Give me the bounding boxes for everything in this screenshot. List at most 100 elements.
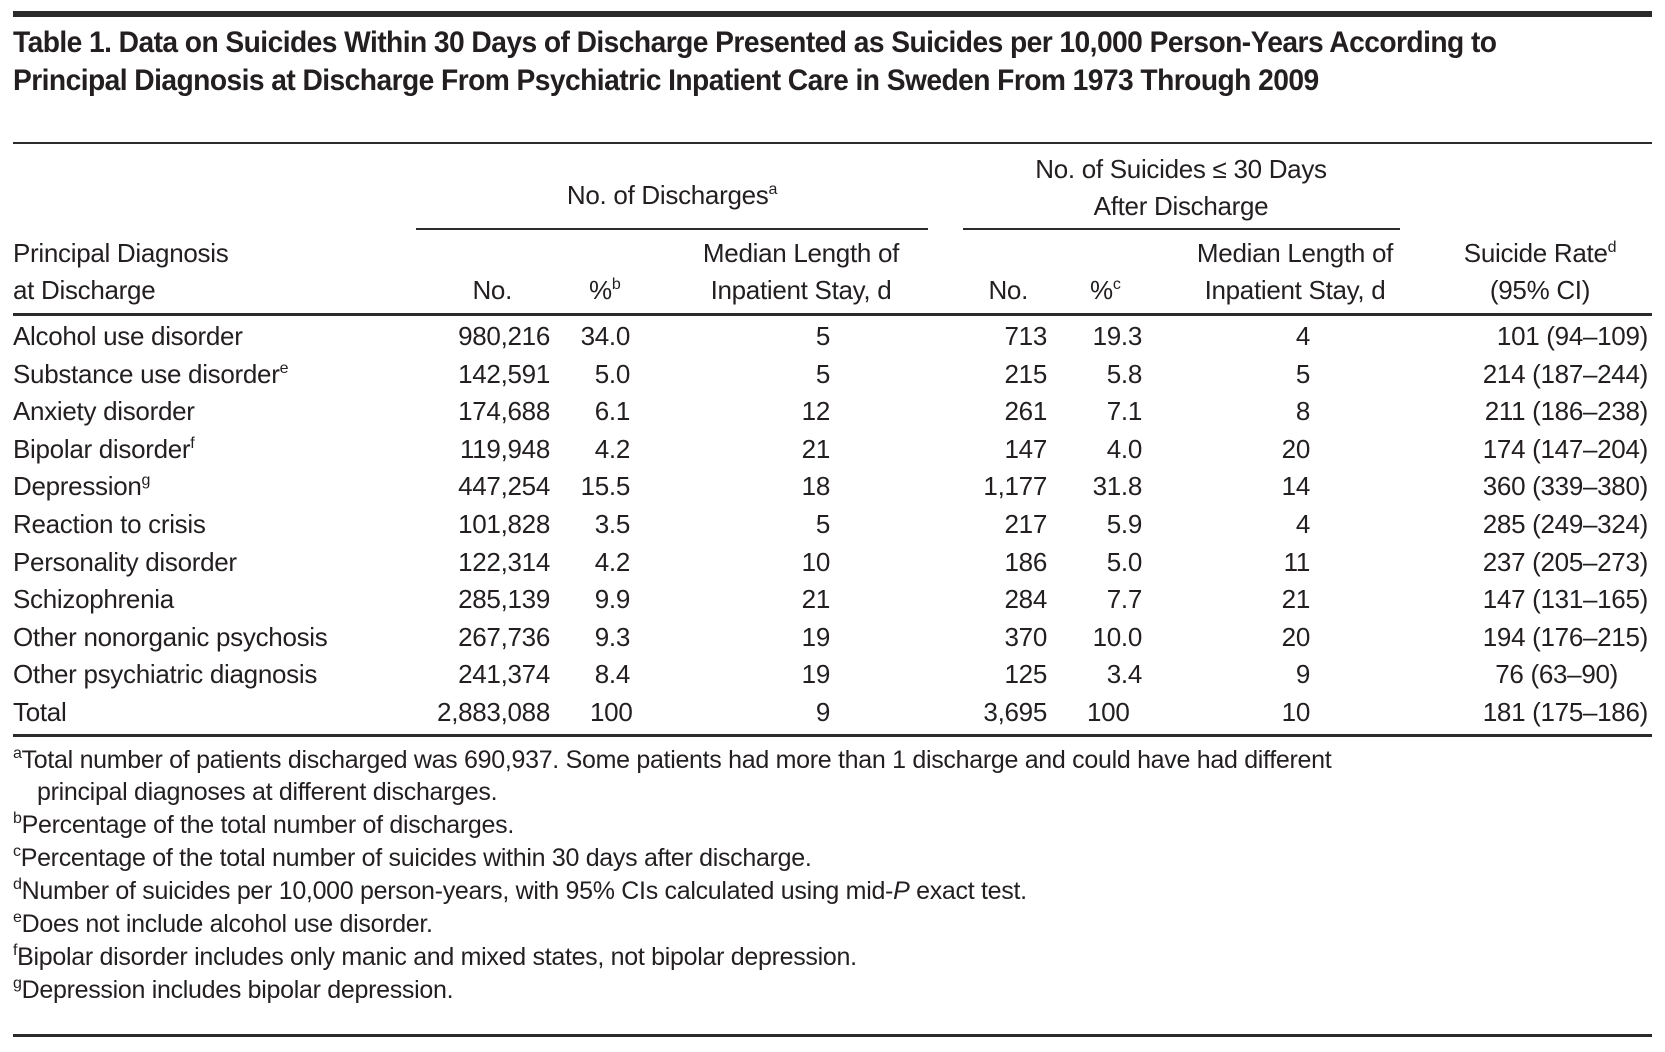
col-header-discharge-pct: %b <box>589 275 621 305</box>
cell-discharge-no: 119,948 <box>460 433 550 464</box>
cell-suicide-no: 147 <box>1004 433 1048 464</box>
cell-suicide-no: 284 <box>1004 584 1048 615</box>
cell-discharge-pct: 5.0 <box>594 358 631 389</box>
cell-diagnosis: Depressiong <box>13 471 151 502</box>
table-row: Total 2,883,088 100 9 3,695 100 10 181 (175–186… <box>0 696 1665 733</box>
cell-discharge-pct: 4.2 <box>594 433 631 464</box>
cell-suicide-pct: 31.8 <box>1092 471 1143 502</box>
cell-suicide-rate: 214 (187–244) <box>1482 358 1649 389</box>
cell-suicide-rate: 101 (94–109) <box>1496 321 1648 351</box>
footnote-a: aTotal number of patients discharged was… <box>13 745 1332 807</box>
col-header-discharge-no: No. <box>472 275 512 305</box>
cell-suicide-rate: 181 (175–186) <box>1482 697 1649 727</box>
cell-suicide-pct: 3.4 <box>1106 659 1143 690</box>
top-border <box>13 11 1652 17</box>
footnote-marker: f <box>190 434 195 452</box>
cell-discharge-pct: 15.5 <box>580 471 631 502</box>
footnote-d: dNumber of suicides per 10,000 person-ye… <box>13 876 1027 906</box>
table-row: Other psychiatric diagnosis 241,374 8.4 19 1… <box>0 658 1665 695</box>
col-header-suicide-median-line1: Median Length of <box>1196 238 1394 268</box>
cell-diagnosis: Substance use disordere <box>13 358 289 389</box>
cell-suicide-no: 261 <box>1004 396 1048 427</box>
cell-discharge-pct: 100 <box>590 697 633 727</box>
cell-suicide-median: 4 <box>1295 509 1310 539</box>
table-row: Personality disorder 122,314 4.2 10 186 5.0 11… <box>0 546 1665 583</box>
footnote-c: cPercentage of the total number of suici… <box>13 843 812 873</box>
cell-discharge-no: 241,374 <box>458 659 550 690</box>
cell-diagnosis: Schizophrenia <box>13 584 174 615</box>
cell-suicide-pct: 5.8 <box>1106 358 1143 389</box>
table-row: Substance use disordere 142,591 5.0 5 215 5.8… <box>0 358 1665 395</box>
col-header-rate-line2: (95% CI) <box>1489 275 1591 305</box>
header-rule <box>13 313 1652 316</box>
footnote-g: gDepression includes bipolar depression. <box>13 975 454 1005</box>
cell-suicide-no: 1,177 <box>983 471 1047 502</box>
table-row: Alcohol use disorder 980,216 34.0 5 713 19.3 4… <box>0 320 1665 357</box>
footnote-marker: e <box>279 359 289 377</box>
cell-diagnosis: Alcohol use disorder <box>13 321 243 351</box>
cell-suicide-rate: 174 (147–204) <box>1482 433 1649 464</box>
cell-discharge-no: 101,828 <box>458 509 550 539</box>
table-row: Reaction to crisis 101,828 3.5 5 217 5.9 4 285 … <box>0 508 1665 545</box>
footnote-b: bPercentage of the total number of disch… <box>13 810 514 840</box>
cell-discharge-no: 2,883,088 <box>437 697 550 727</box>
cell-suicide-pct: 5.0 <box>1106 546 1143 577</box>
cell-diagnosis: Personality disorder <box>13 546 237 577</box>
bottom-rule <box>13 1034 1652 1037</box>
cell-discharge-no: 174,688 <box>458 396 550 427</box>
col-header-suicide-no: No. <box>988 275 1028 305</box>
cell-discharge-pct: 8.4 <box>594 659 631 690</box>
table-row: Depressiong 447,254 15.5 18 1,177 31.8 14 360 (… <box>0 470 1665 507</box>
table-row: Anxiety disorder 174,688 6.1 12 261 7.1 8 211 (… <box>0 395 1665 432</box>
cell-diagnosis: Reaction to crisis <box>13 509 206 539</box>
cell-discharge-pct: 3.5 <box>594 509 631 539</box>
col-header-discharge-median-line2: Inpatient Stay, d <box>710 275 892 305</box>
table-row: Bipolar disorderf 119,948 4.2 21 147 4.0 20 174… <box>0 433 1665 470</box>
cell-discharge-median: 5 <box>815 509 830 539</box>
cell-discharge-median: 18 <box>801 471 831 502</box>
footnote-marker: g <box>141 472 151 490</box>
col-header-diagnosis-line1: Principal Diagnosis <box>13 238 229 268</box>
col-header-rate-line1: Suicide Rated <box>1463 238 1617 268</box>
cell-discharge-no: 285,139 <box>458 584 550 615</box>
footnote-e: eDoes not include alcohol use disorder. <box>13 909 433 939</box>
cell-diagnosis: Other nonorganic psychosis <box>13 621 328 652</box>
cell-suicide-median: 20 <box>1281 621 1311 652</box>
col-header-discharge-median-line1: Median Length of <box>702 238 900 268</box>
cell-suicide-median: 20 <box>1281 433 1311 464</box>
cell-suicide-median: 11 <box>1283 546 1311 577</box>
group-header-suicides-line2: After Discharge <box>1093 191 1269 221</box>
cell-suicide-no: 217 <box>1004 509 1048 539</box>
cell-suicide-no: 713 <box>1004 321 1048 351</box>
cell-discharge-median: 19 <box>801 659 831 690</box>
cell-suicide-rate: 360 (339–380) <box>1482 471 1649 502</box>
cell-suicide-no: 215 <box>1004 358 1048 389</box>
cell-suicide-no: 370 <box>1004 621 1048 652</box>
cell-discharge-median: 21 <box>801 433 831 464</box>
cell-suicide-rate: 237 (205–273) <box>1482 546 1649 577</box>
table-row: Schizophrenia 285,139 9.9 21 284 7.7 21 147 (13… <box>0 583 1665 620</box>
cell-suicide-no: 3,695 <box>983 697 1047 727</box>
cell-discharge-median: 21 <box>801 584 831 615</box>
cell-suicide-no: 125 <box>1004 659 1048 690</box>
cell-suicide-rate: 76 (63–90) <box>1495 659 1618 690</box>
table-row: Other nonorganic psychosis 267,736 9.3 19 37… <box>0 621 1665 658</box>
title-rule <box>13 142 1652 144</box>
cell-diagnosis: Anxiety disorder <box>13 396 195 427</box>
cell-suicide-pct: 100 <box>1087 697 1130 727</box>
cell-suicide-median: 9 <box>1295 659 1310 690</box>
cell-suicide-median: 21 <box>1281 584 1311 615</box>
cell-discharge-no: 267,736 <box>458 621 550 652</box>
group-rule-discharges <box>416 228 928 230</box>
cell-discharge-no: 122,314 <box>458 546 550 577</box>
cell-discharge-pct: 4.2 <box>594 546 631 577</box>
cell-suicide-median: 5 <box>1295 358 1310 389</box>
cell-discharge-pct: 6.1 <box>594 396 631 427</box>
cell-suicide-pct: 5.9 <box>1106 509 1143 539</box>
cell-discharge-median: 10 <box>801 546 831 577</box>
col-header-suicide-pct: %c <box>1090 275 1121 305</box>
cell-suicide-pct: 7.1 <box>1106 396 1143 427</box>
cell-discharge-no: 447,254 <box>458 471 550 502</box>
group-header-discharges: No. of Dischargesa <box>566 180 778 210</box>
footnote-f: fBipolar disorder includes only manic an… <box>13 942 857 972</box>
